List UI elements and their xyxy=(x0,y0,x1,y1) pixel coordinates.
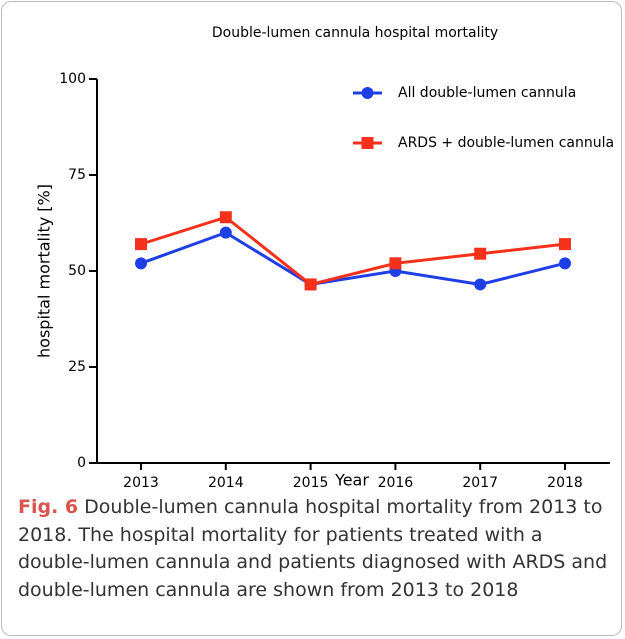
marker xyxy=(474,278,487,291)
caption: Fig. 6 Double-lumen cannula hospital mort… xyxy=(18,494,613,604)
marker xyxy=(361,87,374,99)
y-tick-label: 50 xyxy=(68,263,86,279)
x-tick-label: 2018 xyxy=(547,475,583,490)
marker xyxy=(361,137,374,149)
chart: Double-lumen cannula hospital mortality … xyxy=(35,25,615,490)
marker xyxy=(304,278,317,291)
x-tick-label: 2017 xyxy=(462,475,498,490)
y-axis-label: hospital mortality [%] xyxy=(35,184,54,358)
chart-title: Double-lumen cannula hospital mortality xyxy=(212,25,498,41)
series-line xyxy=(140,215,566,287)
marker xyxy=(135,257,147,270)
marker xyxy=(219,226,232,239)
y-tick-label: 75 xyxy=(68,167,86,183)
y-tick-label: 0 xyxy=(77,455,86,471)
y-tick-label: 100 xyxy=(59,71,86,87)
marker xyxy=(135,238,147,251)
marker xyxy=(219,211,232,224)
x-axis-label: Year xyxy=(334,471,369,490)
y-tick-label: 25 xyxy=(68,359,86,375)
marker xyxy=(559,257,571,270)
x-tick-label: 2013 xyxy=(123,475,159,490)
legend-label: All double-lumen cannula xyxy=(398,85,576,101)
series-line xyxy=(140,230,566,287)
caption-label: Fig. 6 xyxy=(18,496,79,518)
x-tick-label: 2016 xyxy=(378,475,414,490)
caption-text: Double-lumen cannula hospital mortality … xyxy=(18,496,608,601)
x-tick-label: 2015 xyxy=(293,475,329,490)
marker xyxy=(559,238,571,251)
marker xyxy=(474,247,487,260)
marker xyxy=(389,257,402,270)
x-tick-label: 2014 xyxy=(208,475,244,490)
legend-label: ARDS + double-lumen cannula xyxy=(398,135,614,151)
